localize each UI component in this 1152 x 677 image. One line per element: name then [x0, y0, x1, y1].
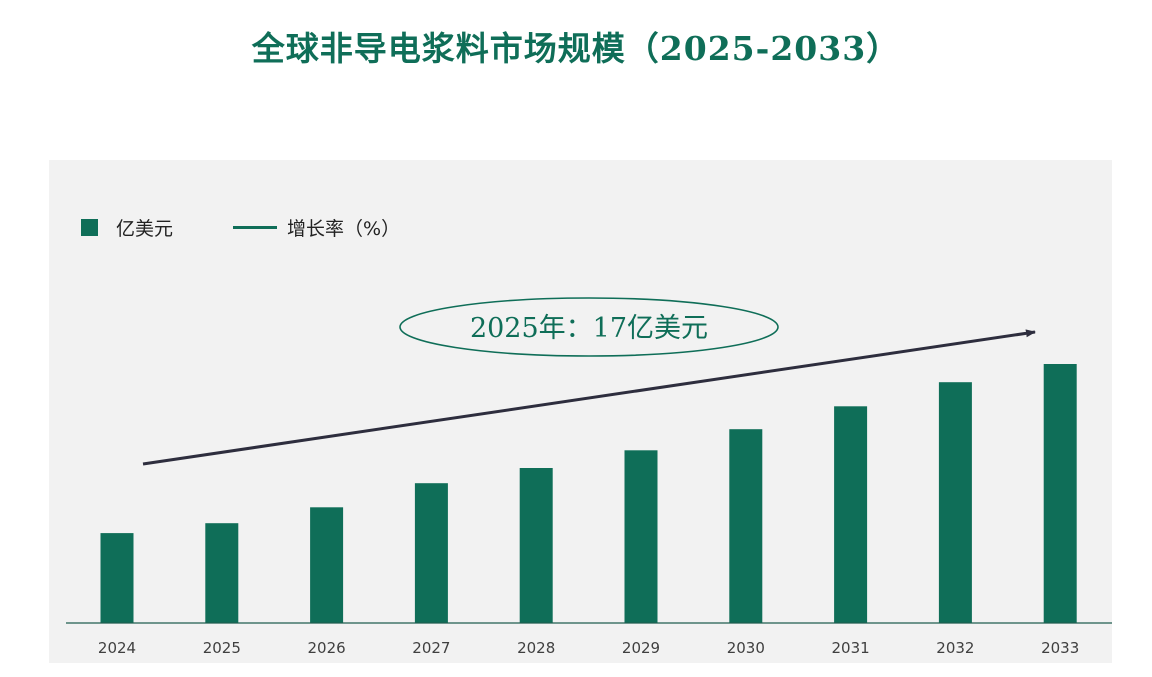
x-tick-label: 2033 [1041, 639, 1079, 657]
legend-item-bar: 亿美元 [81, 214, 173, 241]
x-tick-label: 2029 [622, 639, 660, 657]
x-tick-label: 2025 [203, 639, 241, 657]
bar-2028 [519, 468, 553, 623]
trend-arrow [142, 329, 1036, 466]
legend-bar-swatch [81, 218, 98, 236]
legend-line-label: 增长率（%） [287, 217, 401, 240]
chart-panel: 亿美元 增长率（%） 2024 2025 2026 2027 2028 2029 2030 2… [49, 160, 1112, 663]
x-tick-label: 2027 [412, 639, 450, 657]
x-tick-label: 2030 [727, 639, 765, 657]
x-tick-labels: 2024 2025 2026 2027 2028 2029 2030 2031 2032 2033 [98, 639, 1079, 657]
bar-2031 [834, 406, 868, 623]
bar-2030 [729, 429, 763, 623]
bar-2033 [1043, 364, 1077, 623]
legend-bar-label: 亿美元 [116, 217, 174, 240]
bar-2027 [414, 483, 448, 623]
chart-plot: 2024 2025 2026 2027 2028 2029 2030 2031 2032 2033… [66, 297, 1112, 657]
callout-text: 2025年：17亿美元 [470, 313, 708, 344]
x-tick-label: 2026 [308, 639, 346, 657]
bar-2024 [100, 533, 134, 623]
bars-group [100, 364, 1077, 623]
bar-2025 [205, 523, 239, 623]
bar-2029 [624, 450, 658, 623]
x-tick-label: 2031 [832, 639, 870, 657]
callout-ellipse [399, 297, 779, 357]
legend-line-swatch [233, 225, 278, 229]
x-tick-label: 2028 [517, 639, 555, 657]
bar-2032 [938, 382, 972, 623]
chart-legend: 亿美元 增长率（%） [81, 214, 460, 240]
page-title: 全球非导电浆料市场规模（2025-2033） [251, 29, 901, 68]
x-tick-label: 2032 [936, 639, 974, 657]
legend-item-line: 增长率（%） [233, 214, 400, 241]
bar-2026 [310, 507, 344, 623]
x-tick-label: 2024 [98, 639, 136, 657]
